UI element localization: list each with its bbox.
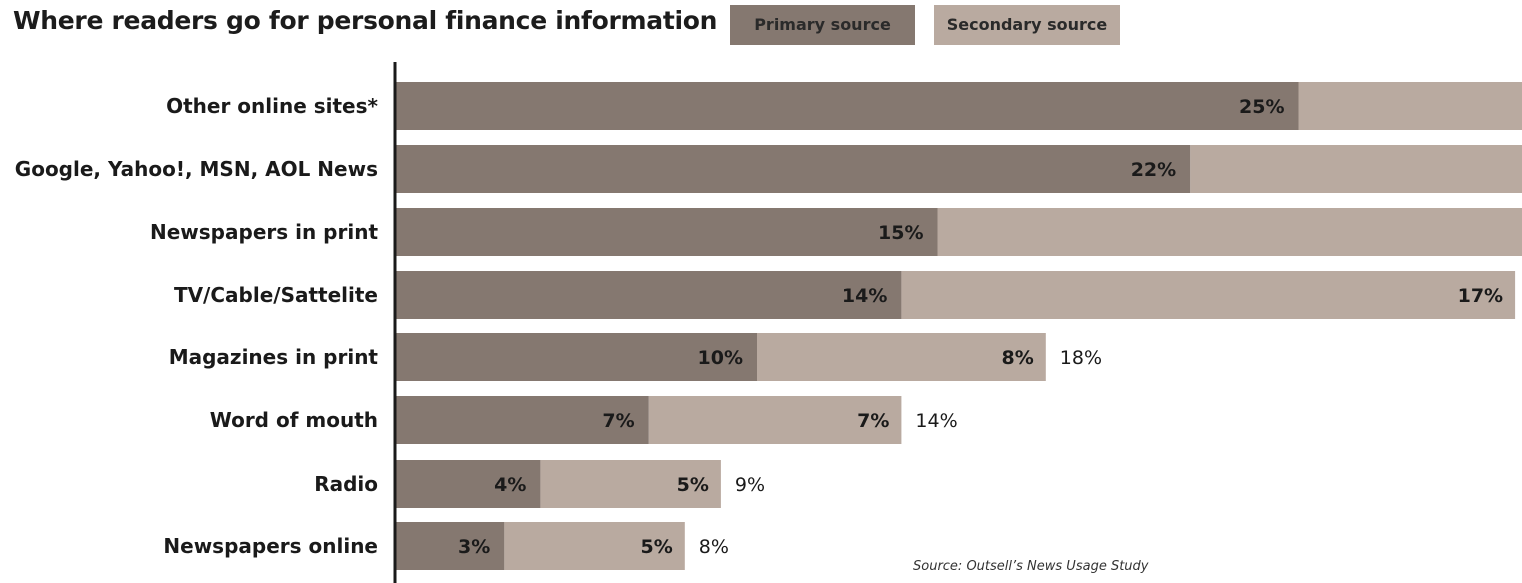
bar-secondary xyxy=(901,271,1516,319)
category-label: Other online sites* xyxy=(166,94,378,118)
bar-primary xyxy=(396,333,757,381)
category-label: TV/Cable/Sattelite xyxy=(174,283,378,307)
primary-value-label: 4% xyxy=(494,474,526,496)
bar-primary xyxy=(396,522,505,570)
primary-value-label: 15% xyxy=(878,222,923,244)
bar-secondary xyxy=(757,333,1046,381)
legend-primary: Primary source xyxy=(730,5,915,45)
category-label: Radio xyxy=(314,472,378,496)
category-label: Google, Yahoo!, MSN, AOL News xyxy=(15,157,378,181)
total-value-label: 18% xyxy=(1060,347,1102,369)
bar-secondary xyxy=(1190,145,1522,193)
primary-value-label: 10% xyxy=(698,347,743,369)
bar-primary xyxy=(396,82,1299,130)
secondary-value-label: 8% xyxy=(1002,347,1034,369)
secondary-value-label: 7% xyxy=(857,410,889,432)
bar-secondary xyxy=(937,208,1522,256)
bar-secondary xyxy=(504,522,685,570)
bar-secondary xyxy=(1298,82,1522,130)
primary-value-label: 7% xyxy=(602,410,634,432)
chart-title: Where readers go for personal finance in… xyxy=(13,6,718,35)
category-label: Newspapers in print xyxy=(150,220,378,244)
secondary-value-label: 17% xyxy=(1458,285,1503,307)
bar-primary xyxy=(396,396,649,444)
primary-value-label: 25% xyxy=(1239,96,1284,118)
total-value-label: 8% xyxy=(699,536,729,558)
category-label: Newspapers online xyxy=(163,534,378,558)
bar-primary xyxy=(396,145,1191,193)
secondary-value-label: 5% xyxy=(677,474,709,496)
category-label: Word of mouth xyxy=(210,408,378,432)
total-value-label: 14% xyxy=(915,410,957,432)
source-note: Source: Outsell’s News Usage Study xyxy=(913,559,1149,574)
primary-value-label: 3% xyxy=(458,536,490,558)
category-label: Magazines in print xyxy=(169,345,379,369)
bar-primary xyxy=(396,271,902,319)
legend-secondary: Secondary source xyxy=(934,5,1120,45)
total-value-label: 9% xyxy=(735,474,765,496)
bar-primary xyxy=(396,460,541,508)
primary-value-label: 14% xyxy=(842,285,887,307)
secondary-value-label: 5% xyxy=(641,536,673,558)
bar-primary xyxy=(396,208,938,256)
bar-secondary xyxy=(540,460,721,508)
primary-value-label: 22% xyxy=(1131,159,1176,181)
bar-secondary xyxy=(648,396,902,444)
